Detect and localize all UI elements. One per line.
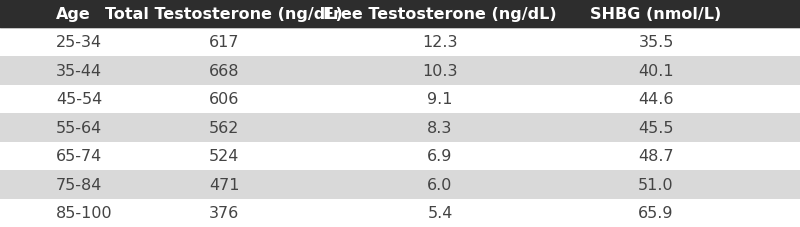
- Text: 51.0: 51.0: [638, 177, 674, 192]
- Text: 25-34: 25-34: [56, 35, 102, 50]
- Text: 40.1: 40.1: [638, 64, 674, 78]
- Text: 6.0: 6.0: [427, 177, 453, 192]
- Text: Age: Age: [56, 7, 90, 22]
- Text: 45.5: 45.5: [638, 120, 674, 135]
- Text: 12.3: 12.3: [422, 35, 458, 50]
- Text: 35-44: 35-44: [56, 64, 102, 78]
- Text: SHBG (nmol/L): SHBG (nmol/L): [590, 7, 722, 22]
- Text: Free Testosterone (ng/dL): Free Testosterone (ng/dL): [323, 7, 557, 22]
- FancyBboxPatch shape: [0, 0, 800, 28]
- Text: 668: 668: [209, 64, 239, 78]
- Text: 10.3: 10.3: [422, 64, 458, 78]
- Text: 9.1: 9.1: [427, 92, 453, 107]
- Text: 35.5: 35.5: [638, 35, 674, 50]
- Text: 85-100: 85-100: [56, 205, 113, 220]
- Text: 617: 617: [209, 35, 239, 50]
- FancyBboxPatch shape: [0, 142, 800, 170]
- Text: 5.4: 5.4: [427, 205, 453, 220]
- Text: 55-64: 55-64: [56, 120, 102, 135]
- Text: 376: 376: [209, 205, 239, 220]
- Text: 6.9: 6.9: [427, 149, 453, 163]
- Text: 75-84: 75-84: [56, 177, 102, 192]
- Text: 48.7: 48.7: [638, 149, 674, 163]
- FancyBboxPatch shape: [0, 85, 800, 114]
- FancyBboxPatch shape: [0, 199, 800, 227]
- Text: Total Testosterone (ng/dL): Total Testosterone (ng/dL): [105, 7, 343, 22]
- FancyBboxPatch shape: [0, 114, 800, 142]
- Text: 65.9: 65.9: [638, 205, 674, 220]
- Text: 471: 471: [209, 177, 239, 192]
- FancyBboxPatch shape: [0, 28, 800, 57]
- Text: 65-74: 65-74: [56, 149, 102, 163]
- FancyBboxPatch shape: [0, 170, 800, 199]
- Text: 524: 524: [209, 149, 239, 163]
- FancyBboxPatch shape: [0, 57, 800, 85]
- Text: 45-54: 45-54: [56, 92, 102, 107]
- Text: 606: 606: [209, 92, 239, 107]
- Text: 44.6: 44.6: [638, 92, 674, 107]
- Text: 562: 562: [209, 120, 239, 135]
- Text: 8.3: 8.3: [427, 120, 453, 135]
